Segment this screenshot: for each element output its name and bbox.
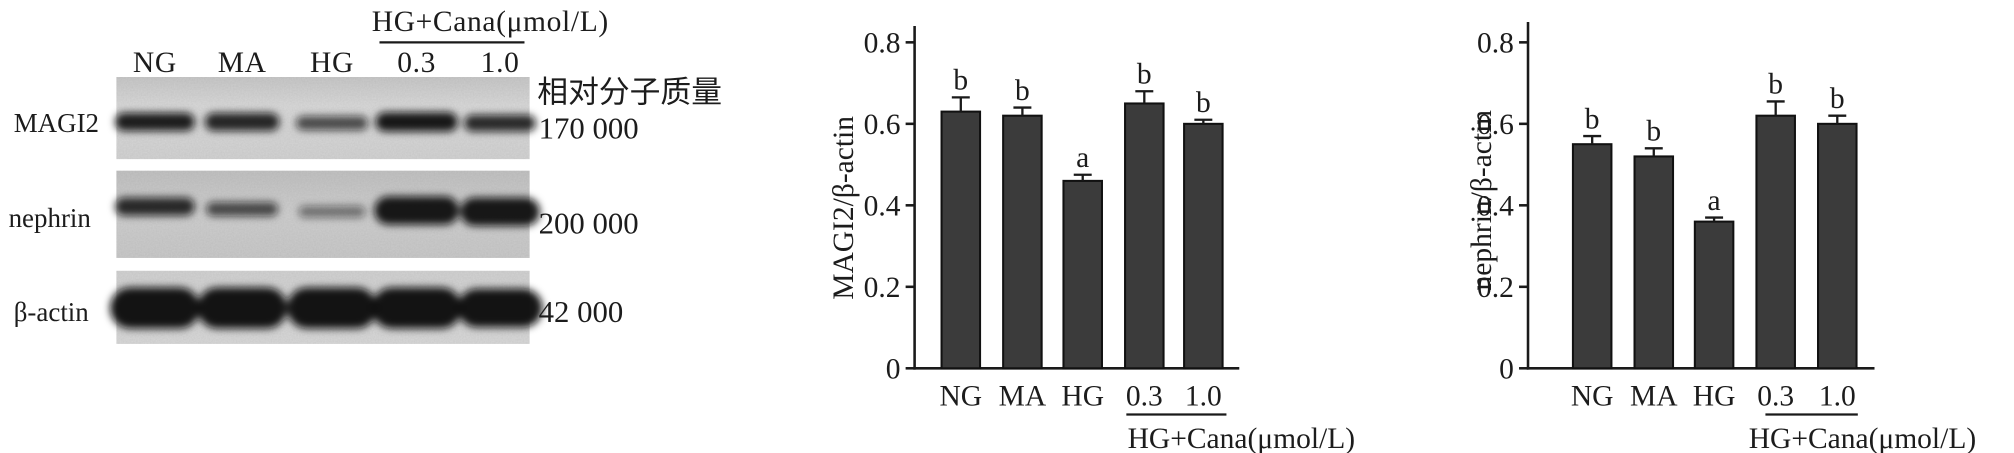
y-tick-label: 0.2 [1477, 272, 1514, 304]
blot-band-beta-actin [197, 287, 288, 329]
lane-label-ma: MA [218, 47, 267, 79]
blot-band-nephrin [460, 197, 540, 226]
blot-band-beta-actin [371, 287, 462, 329]
lane-label-hg: HG [310, 47, 354, 79]
x-tick-label-1-0: 1.0 [1819, 381, 1856, 413]
x-tick-label-ma: MA [1630, 381, 1678, 413]
significance-letter: b [953, 65, 968, 97]
y-axis-label: MAGI2/β-actin [828, 116, 860, 300]
blot-band-nephrin [298, 205, 366, 218]
blot-band-magi2 [296, 116, 368, 131]
y-tick-label: 0.6 [864, 109, 901, 141]
x-tick-label-0-3: 0.3 [1757, 381, 1794, 413]
bar-ma [1633, 155, 1675, 370]
y-tick-label: 0.6 [1477, 109, 1514, 141]
x-tick-label-ng: NG [1571, 381, 1614, 413]
molecular-weight-beta-actin: 42 000 [539, 295, 624, 329]
significance-letter: b [1015, 75, 1030, 107]
significance-letter: a [1708, 185, 1721, 217]
y-tick-label: 0 [886, 354, 901, 386]
significance-letter: b [1196, 87, 1211, 119]
blot-band-magi2 [115, 112, 195, 131]
y-tick-label: 0 [1499, 354, 1514, 386]
magi2-bar-chart: MAGI2/β-actin 0 0.2 0.4 0.6 0.8 b NG b MA a HG b 0.3… [828, 26, 1355, 453]
magi2-plot-area: 0 0.2 0.4 0.6 0.8 b NG b MA a HG b 0.3 b 1.0 [864, 26, 1240, 413]
protein-label-beta-actin: β-actin [14, 297, 90, 327]
bar-hg [1062, 179, 1103, 370]
blot-band-nephrin [374, 196, 460, 225]
significance-letter: b [1830, 83, 1845, 115]
x-tick-label-1-0: 1.0 [1185, 381, 1222, 413]
protein-label-nephrin: nephrin [9, 203, 92, 233]
treatment-group-header: HG+Cana(μmol/L) [372, 6, 609, 38]
molecular-weight-header: 相对分子质量 [537, 76, 722, 110]
y-tick-label: 0.4 [1477, 191, 1514, 223]
y-tick-label: 0.8 [864, 28, 901, 60]
bar-0-3 [1124, 102, 1165, 370]
y-axis-label: nephrin/β-actin [1466, 110, 1498, 291]
blot-bands [109, 112, 543, 329]
blot-band-magi2 [464, 114, 537, 132]
nephrin-bar-chart: nephrin/β-actin 00.20.40.60.8bNGbMAaHGb0… [1466, 21, 1976, 453]
blot-band-magi2 [204, 112, 280, 131]
lane-label-ng: NG [133, 47, 177, 79]
bar-0-3 [1755, 114, 1796, 370]
x-tick-label-hg: HG [1061, 381, 1104, 413]
x-tick-label-hg: HG [1693, 381, 1736, 413]
protein-label-magi2: MAGI2 [14, 108, 99, 138]
significance-letter: b [1137, 59, 1152, 91]
lane-label-1-0: 1.0 [481, 47, 520, 79]
significance-letter: b [1768, 69, 1783, 101]
group-label: HG+Cana(μmol/L) [1128, 423, 1355, 453]
significance-letter: a [1076, 142, 1089, 174]
x-tick-label-0-3: 0.3 [1126, 381, 1163, 413]
blot-band-nephrin [206, 202, 279, 217]
western-blot-panel: HG+Cana(μmol/L) NG MA HG 0.3 1.0 相对分子质量 … [9, 6, 722, 344]
y-tick-label: 0.4 [864, 191, 901, 223]
y-tick-label: 0.8 [1477, 28, 1514, 60]
bar-hg [1693, 220, 1735, 370]
bar-ng [940, 110, 982, 370]
lane-label-0-3: 0.3 [397, 47, 436, 79]
y-tick-label: 0.2 [864, 272, 901, 304]
x-tick-label-ma: MA [999, 381, 1047, 413]
blot-band-beta-actin [457, 288, 543, 328]
molecular-weight-nephrin: 200 000 [539, 207, 639, 241]
molecular-weight-magi2: 170 000 [539, 112, 639, 146]
nephrin-plot-area: 0 0.2 0.4 0.6 0.8 b NG b MA a HG b 0.3 b 1.0 [1477, 21, 1875, 413]
significance-letter: b [1646, 116, 1661, 148]
blot-band-magi2 [375, 112, 458, 132]
bar-ng [1571, 143, 1613, 370]
blot-band-beta-actin [287, 287, 377, 329]
bar-ma [1002, 114, 1043, 370]
significance-letter: b [1585, 103, 1600, 135]
bar-1-0 [1817, 122, 1858, 370]
group-label: HG+Cana(μmol/L) [1749, 423, 1976, 453]
bar-1-0 [1183, 122, 1224, 370]
blot-band-beta-actin [109, 287, 200, 329]
blot-band-nephrin [115, 197, 195, 216]
x-tick-label-ng: NG [939, 381, 982, 413]
